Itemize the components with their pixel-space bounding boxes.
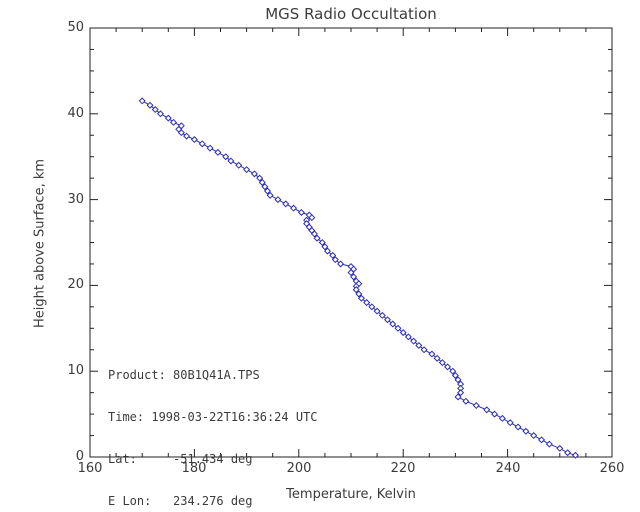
y-tick-label: 40: [67, 106, 84, 121]
annotation-line-lat: Lat: -51.434 deg: [108, 452, 253, 466]
x-tick-label: 180: [181, 461, 207, 476]
x-tick-label: 160: [77, 461, 103, 476]
x-tick-label: 260: [599, 461, 625, 476]
metadata-annotation: Product: 80B1Q41A.TPS Time: 1998-03-22T1…: [108, 340, 318, 512]
y-tick-label: 20: [67, 277, 84, 292]
chart-title: MGS Radio Occultation: [265, 5, 437, 23]
annotation-line-elon: E Lon: 234.276 deg: [108, 494, 253, 508]
y-tick-label: 50: [67, 20, 84, 35]
y-tick-label: 10: [67, 363, 84, 378]
y-axis-label: Height above Surface, km: [32, 158, 48, 329]
x-tick-label: 240: [495, 461, 521, 476]
annotation-line-time: Time: 1998-03-22T16:36:24 UTC: [108, 410, 318, 424]
annotation-line-product: Product: 80B1Q41A.TPS: [108, 368, 260, 382]
y-tick-label: 0: [75, 449, 84, 464]
x-axis-label: Temperature, Kelvin: [286, 487, 416, 502]
x-tick-label: 200: [286, 461, 312, 476]
x-tick-label: 220: [390, 461, 416, 476]
y-tick-label: 30: [67, 191, 84, 207]
